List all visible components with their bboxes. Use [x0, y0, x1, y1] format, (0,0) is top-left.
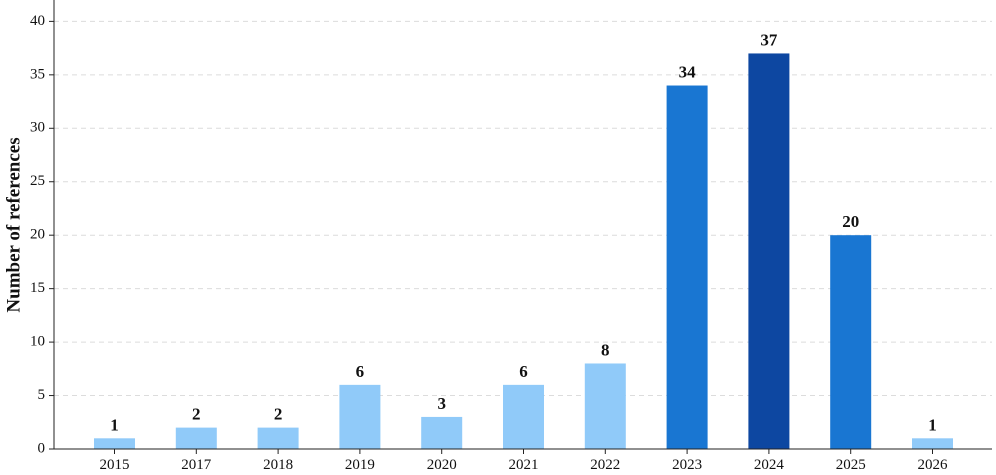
bar: [748, 53, 790, 449]
bar-value-label: 6: [356, 362, 365, 381]
x-tick-label: 2021: [509, 457, 539, 473]
x-tick-label: 2017: [181, 457, 212, 473]
bar-value-label: 2: [274, 405, 283, 424]
bar-value-label: 34: [679, 63, 697, 82]
bar-value-label: 2: [192, 405, 201, 424]
bar: [830, 235, 872, 449]
y-tick-label: 0: [38, 440, 46, 456]
bar: [503, 384, 544, 449]
bar: [257, 427, 299, 449]
bar-value-label: 8: [601, 340, 610, 359]
bar-value-label: 1: [928, 415, 937, 434]
y-tick-label: 30: [30, 120, 45, 136]
y-ticks: 0 5 10 15 20 25 30 35 40: [30, 13, 54, 456]
x-tick-label: 2015: [100, 457, 130, 473]
bar: [339, 384, 381, 449]
x-tick-label: 2022: [590, 457, 620, 473]
y-tick-label: 40: [30, 13, 45, 29]
x-tick-label: 2026: [918, 457, 949, 473]
x-tick-label: 2025: [836, 457, 866, 473]
bar: [666, 85, 708, 450]
bar-value-label: 37: [760, 30, 778, 49]
bar: [912, 438, 953, 449]
data-labels: 1 2 2 6 3 6 8 34 37 20 1: [110, 30, 937, 434]
y-tick-label: 5: [38, 387, 46, 403]
bar: [421, 416, 463, 449]
x-tick-label: 2019: [345, 457, 375, 473]
bar: [94, 438, 135, 449]
y-tick-label: 25: [30, 173, 45, 189]
y-tick-label: 10: [30, 334, 45, 350]
x-tick-label: 2023: [672, 457, 702, 473]
bars: [94, 53, 953, 450]
bar-value-label: 20: [842, 212, 859, 231]
bar-value-label: 3: [437, 394, 446, 413]
y-tick-label: 15: [30, 280, 45, 296]
bar-value-label: 1: [110, 415, 119, 434]
bar: [175, 427, 217, 449]
x-tick-label: 2020: [427, 457, 457, 473]
y-axis-title: Number of references: [3, 137, 24, 312]
gridlines: [54, 20, 992, 397]
y-tick-label: 20: [30, 227, 45, 243]
x-tick-label: 2018: [263, 457, 293, 473]
bar: [584, 363, 626, 449]
x-ticks: 2015 2017 2018 2019 2020 2021 2022 2023 2024 2025…: [100, 449, 949, 473]
bar-value-label: 6: [519, 362, 528, 381]
y-tick-label: 35: [30, 66, 45, 82]
x-tick-label: 2024: [754, 457, 785, 473]
